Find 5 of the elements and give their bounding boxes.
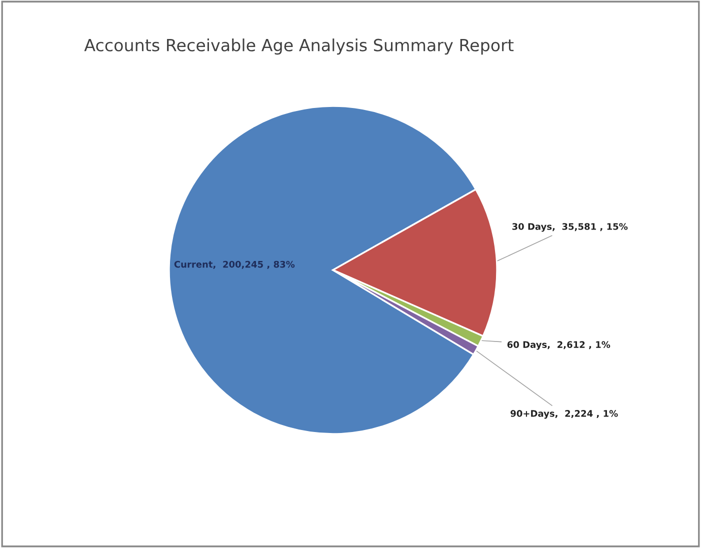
- chart-title: Accounts Receivable Age Analysis Summary Report: [84, 38, 514, 55]
- slice-label: Current, 200,245 , 83%: [174, 260, 295, 269]
- slice-label: 90+Days, 2,224 , 1%: [510, 410, 618, 419]
- slice-label: 60 Days, 2,612 , 1%: [507, 341, 610, 350]
- slice-label: 30 Days, 35,581 , 15%: [512, 223, 628, 232]
